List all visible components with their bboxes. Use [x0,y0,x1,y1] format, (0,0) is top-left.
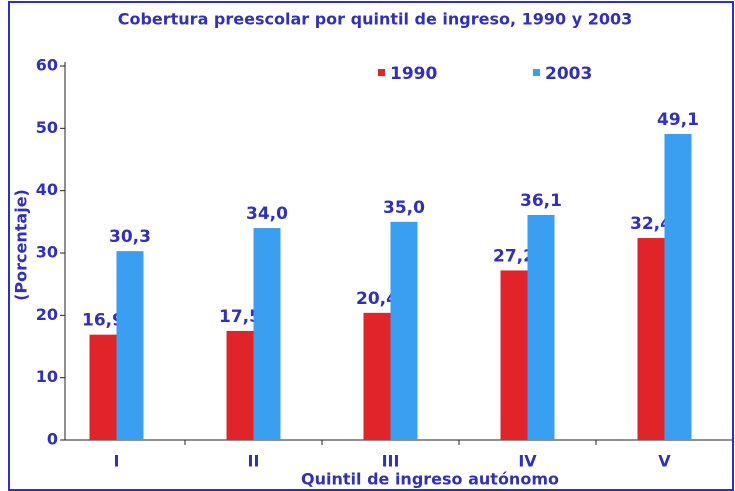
x-tick-label: III [382,452,400,471]
y-tick-label: 20 [36,305,58,324]
bar [390,221,418,440]
value-label: 17,5 [219,307,261,327]
x-tick-label: II [248,452,260,471]
value-label: 36,1 [520,191,562,211]
y-axis-label: (Porcentaje) [12,189,31,301]
chart-title: Cobertura preescolar por quintil de ingr… [118,10,633,29]
x-tick-label: V [658,452,671,471]
legend-swatch [533,69,540,76]
frame [8,1,734,491]
y-tick-label: 0 [47,430,58,449]
bar [527,214,555,440]
legend-label: 1990 [390,64,437,84]
value-label: 30,3 [109,227,151,247]
x-tick-label: IV [518,452,537,471]
x-tick-label: I [114,452,120,471]
bar [253,228,281,440]
y-tick-label: 60 [36,56,58,75]
bar [89,334,117,440]
x-axis-label: Quintil de ingreso autónomo [301,470,559,489]
value-label: 20,4 [356,289,398,309]
bar [664,133,692,440]
legend-swatch [378,69,385,76]
legend-label: 2003 [545,64,592,84]
y-tick-label: 50 [36,118,58,137]
value-label: 34,0 [246,204,288,224]
value-label: 49,1 [657,110,699,130]
value-label: 32,4 [630,214,672,234]
value-label: 27,2 [493,246,535,266]
bar [500,270,528,440]
value-label: 16,9 [82,311,124,331]
bar [637,238,665,440]
y-tick-label: 40 [36,180,58,199]
y-tick-label: 10 [36,367,58,386]
value-label: 35,0 [383,198,425,218]
bar [363,312,391,440]
y-tick-label: 30 [36,243,58,262]
bar [226,330,254,440]
bar [116,251,144,440]
